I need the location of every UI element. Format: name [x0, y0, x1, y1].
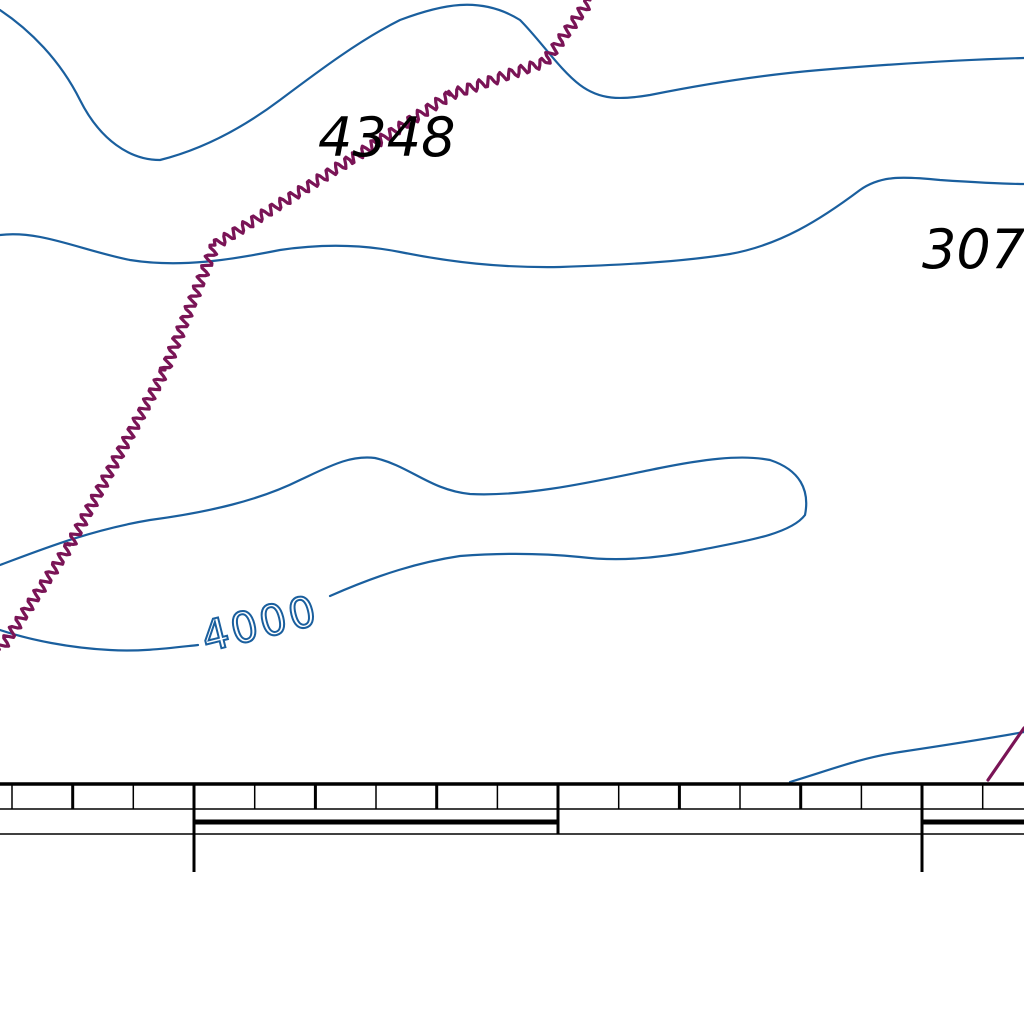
- contour-line-lower-closed: [0, 456, 808, 598]
- scale-ticks: [11, 784, 984, 809]
- contour-line-middle: [0, 176, 1024, 269]
- scale-bar: [0, 782, 1024, 872]
- contour-label-4000: 4000: [197, 585, 324, 661]
- spot-elevation-east: 307: [922, 218, 1024, 281]
- boundary-lines: [0, 0, 1024, 782]
- contour-line-bottom-right: [788, 730, 1024, 784]
- contour-line-top-left: [0, 3, 1024, 162]
- contour-line-4000-left: [0, 628, 200, 652]
- boundary-segment-right: [986, 726, 1024, 782]
- spot-elevation-summit: 4348: [318, 106, 455, 169]
- contour-lines: [0, 3, 1024, 784]
- wavy-boundary-line: [0, 0, 592, 651]
